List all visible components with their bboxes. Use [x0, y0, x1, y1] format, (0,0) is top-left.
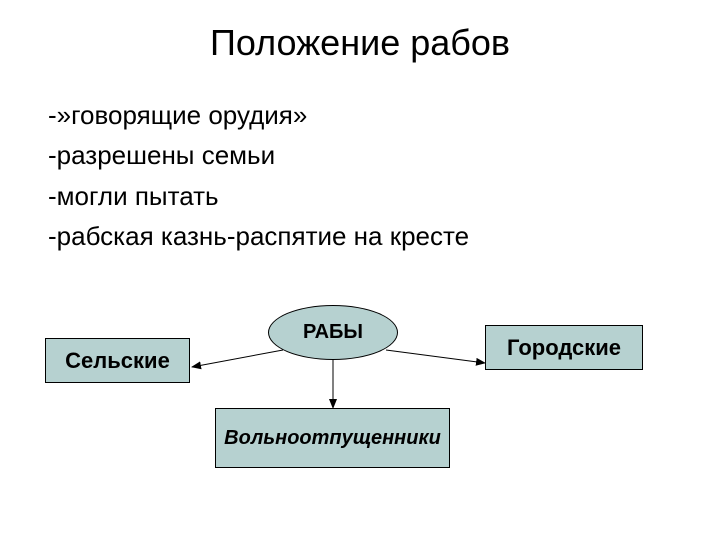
- node-center-ellipse: РАБЫ: [268, 305, 398, 360]
- node-left-box: Сельские: [45, 338, 190, 383]
- node-bottom-label: Вольноотпущенники: [224, 427, 441, 450]
- edge: [192, 350, 283, 367]
- node-left-label: Сельские: [65, 348, 170, 374]
- edge: [386, 350, 485, 363]
- diagram-container: РАБЫ Сельские Городские Вольноотпущенник…: [0, 0, 720, 540]
- node-center-label: РАБЫ: [303, 321, 363, 344]
- node-right-label: Городские: [507, 335, 621, 361]
- node-bottom-box: Вольноотпущенники: [215, 408, 450, 468]
- node-right-box: Городские: [485, 325, 643, 370]
